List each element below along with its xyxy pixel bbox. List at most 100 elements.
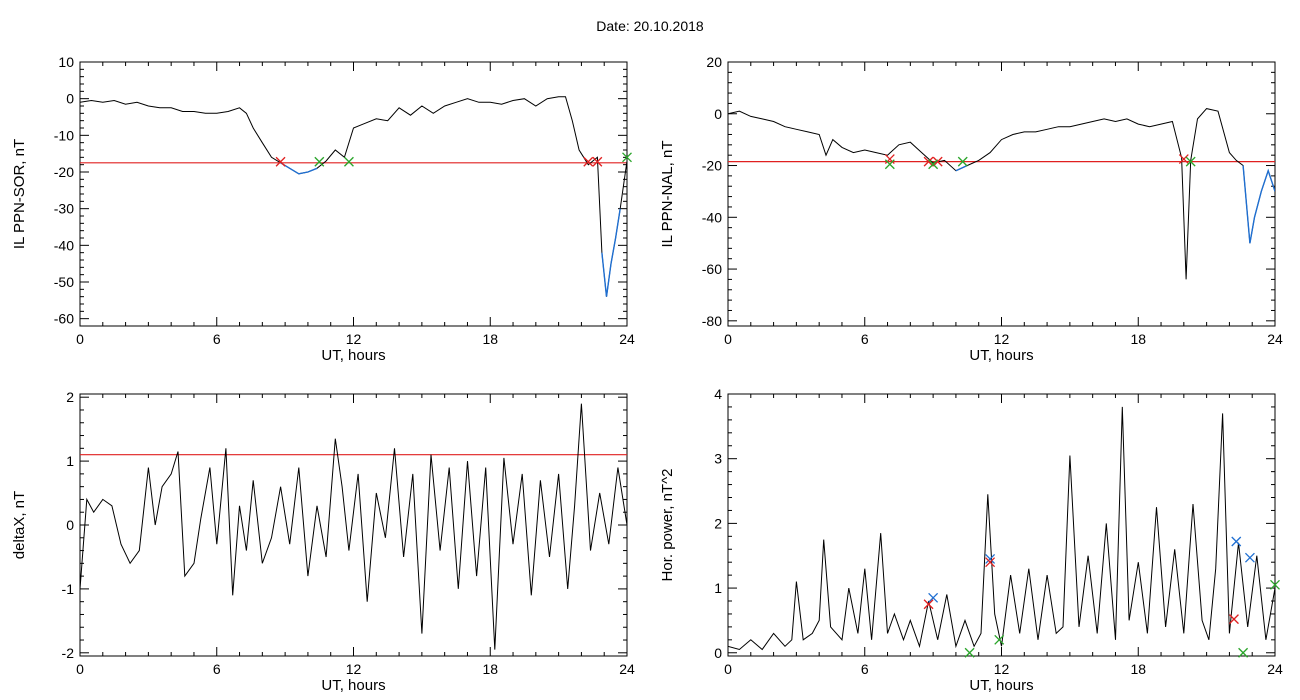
event-marker-stroke xyxy=(314,156,325,167)
plot-frame xyxy=(727,61,1276,327)
y-tick-label: 0 xyxy=(66,517,74,533)
event-marker xyxy=(1244,552,1255,563)
event-marker-stroke xyxy=(1270,579,1280,590)
series-line xyxy=(80,403,627,650)
event-marker xyxy=(957,156,968,167)
y-axis-label: IL PPN-NAL, nT xyxy=(659,141,676,248)
event-marker-stroke xyxy=(1238,647,1249,658)
event-marker-stroke xyxy=(923,156,934,167)
series-highlight xyxy=(955,164,968,172)
y-tick-label: 2 xyxy=(66,389,74,405)
event-marker xyxy=(1185,156,1196,167)
x-tick-label: 12 xyxy=(994,331,1010,347)
chart-panel-top-right: 0 6 12 18 24 20 0 -20 -40 -60 -80 UT, hours IL PPN-N… xyxy=(659,54,1283,364)
event-marker-stroke xyxy=(964,647,975,658)
event-marker-stroke xyxy=(928,159,939,170)
x-tick-label: 24 xyxy=(619,661,635,677)
event-marker xyxy=(1229,614,1239,625)
series-highlight xyxy=(1242,165,1275,244)
event-marker-stroke xyxy=(928,592,939,603)
y-tick-label: 3 xyxy=(714,451,722,467)
event-marker xyxy=(1238,647,1249,658)
x-tick-label: 6 xyxy=(213,661,221,677)
event-marker-stroke xyxy=(592,156,603,167)
x-tick-label: 6 xyxy=(861,661,869,677)
y-tick-label: 1 xyxy=(66,453,74,469)
plot-frame xyxy=(79,61,628,327)
event-marker-stroke xyxy=(343,156,354,167)
event-marker xyxy=(985,554,996,564)
event-marker-stroke xyxy=(1185,156,1196,167)
y-tick-label: 4 xyxy=(714,386,722,402)
x-tick-label: 24 xyxy=(1267,331,1283,347)
event-marker xyxy=(275,156,286,167)
y-tick-label: -80 xyxy=(702,313,722,329)
y-tick-label: -40 xyxy=(702,209,722,225)
page-title: Date: 20.10.2018 xyxy=(596,18,704,34)
chart-panel-bottom-right: 0 6 12 18 24 4 3 2 1 0 UT, hours Hor. power, nT^2 xyxy=(659,386,1283,694)
series-line xyxy=(80,96,627,297)
event-marker xyxy=(1231,536,1242,547)
y-tick-label: -10 xyxy=(54,127,74,143)
x-tick-label: 18 xyxy=(482,331,498,347)
y-tick-label: -20 xyxy=(54,164,74,180)
y-axis-label: deltaX, nT xyxy=(11,491,28,559)
x-tick-label: 24 xyxy=(619,331,635,347)
x-tick-label: 6 xyxy=(861,331,869,347)
event-marker xyxy=(1178,154,1189,165)
series-line xyxy=(728,108,1275,280)
x-tick-label: 18 xyxy=(482,661,498,677)
plot-frame xyxy=(79,393,628,657)
chart-panel-top-left: 0 6 12 18 24 10 0 -10 -20 -30 -40 -50 -60 UT, hours IL… xyxy=(11,54,635,364)
event-marker xyxy=(314,156,325,167)
y-tick-label: -50 xyxy=(54,274,74,290)
x-axis-label: UT, hours xyxy=(969,677,1033,694)
event-marker-stroke xyxy=(622,152,632,163)
x-tick-label: 18 xyxy=(1130,661,1146,677)
event-marker-stroke xyxy=(884,159,895,170)
event-marker-stroke xyxy=(985,557,996,568)
event-marker xyxy=(583,156,594,167)
event-marker xyxy=(928,592,939,603)
y-axis-label: IL PPN-SOR, nT xyxy=(11,139,28,249)
event-marker xyxy=(592,156,603,167)
y-tick-label: 0 xyxy=(714,645,722,661)
x-axis-label: UT, hours xyxy=(321,677,385,694)
event-marker-stroke xyxy=(1244,552,1255,563)
event-marker xyxy=(1270,579,1280,590)
x-tick-label: 0 xyxy=(724,661,732,677)
y-tick-label: -1 xyxy=(62,581,75,597)
x-axis-label: UT, hours xyxy=(969,347,1033,364)
event-marker-stroke xyxy=(1178,154,1189,165)
y-tick-label: -30 xyxy=(54,201,74,217)
event-marker xyxy=(932,156,943,167)
event-marker-stroke xyxy=(985,554,996,564)
x-tick-label: 0 xyxy=(76,331,84,347)
event-marker xyxy=(343,156,354,167)
x-tick-label: 0 xyxy=(724,331,732,347)
event-marker xyxy=(964,647,975,658)
event-marker-stroke xyxy=(957,156,968,167)
y-tick-label: -40 xyxy=(54,237,74,253)
series-highlight xyxy=(280,162,318,175)
x-tick-label: 6 xyxy=(213,331,221,347)
x-tick-label: 12 xyxy=(994,661,1010,677)
x-tick-label: 12 xyxy=(346,331,362,347)
x-tick-label: 0 xyxy=(76,661,84,677)
event-marker-stroke xyxy=(923,599,934,610)
y-tick-label: 0 xyxy=(714,106,722,122)
event-marker xyxy=(622,152,632,163)
event-marker-stroke xyxy=(583,156,594,167)
series-line xyxy=(728,406,1275,651)
x-tick-label: 18 xyxy=(1130,331,1146,347)
y-tick-label: 0 xyxy=(66,91,74,107)
x-tick-label: 24 xyxy=(1267,661,1283,677)
y-tick-label: 10 xyxy=(58,54,74,70)
event-marker-stroke xyxy=(994,634,1005,645)
event-marker-stroke xyxy=(932,156,943,167)
x-tick-label: 12 xyxy=(346,661,362,677)
y-tick-label: 2 xyxy=(714,515,722,531)
y-tick-label: -60 xyxy=(702,261,722,277)
event-marker xyxy=(985,557,996,568)
